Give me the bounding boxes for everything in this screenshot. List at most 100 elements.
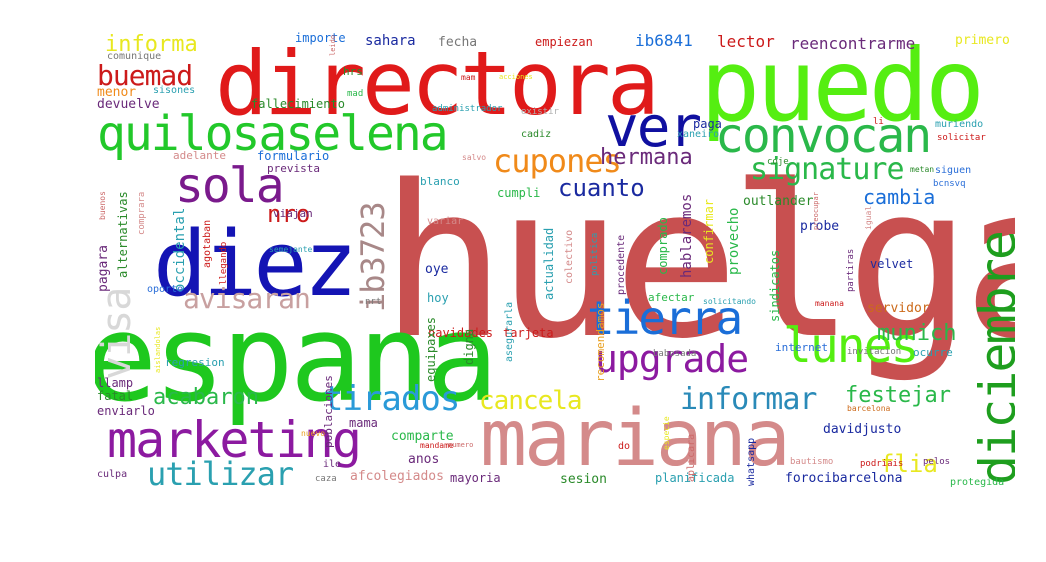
word-upgrade: upgrade xyxy=(595,337,749,381)
word-blanco: blanco xyxy=(420,175,460,188)
word-existir: existir xyxy=(521,107,559,117)
word-invitacion: invitacion xyxy=(847,347,902,357)
word-comprado: comprado xyxy=(656,217,670,275)
word-festejar: festejar xyxy=(845,383,951,408)
word-tirados: tirados xyxy=(323,379,460,419)
word-metan: metan xyxy=(910,165,935,174)
word-flia: flia xyxy=(880,450,938,478)
word-digna: digna xyxy=(462,328,476,365)
word-forocibarcelona: forocibarcelona xyxy=(785,471,903,486)
word-salvo: salvo xyxy=(462,153,487,162)
word-regresion: regresion xyxy=(165,356,225,369)
word-devuelve: devuelve xyxy=(97,97,160,112)
word-alternativas: alternativas xyxy=(116,191,130,278)
word-outlander: outlander xyxy=(743,194,814,209)
word-tarjeta: tarjeta xyxy=(503,326,554,340)
word-muriendo: muriendo xyxy=(935,119,984,130)
word-sisones: sisones xyxy=(153,85,196,96)
word-confirmar: confirmar xyxy=(702,198,716,264)
word-velvet: velvet xyxy=(870,257,914,271)
word-bcnsvq: bcnsvq xyxy=(933,179,966,189)
word-babosada: babosada xyxy=(653,349,697,359)
word-coje: coje xyxy=(767,157,789,167)
word-tierra: tierra xyxy=(587,291,743,345)
word-mandame: mandame xyxy=(420,441,454,450)
word-probe: probe xyxy=(800,219,840,234)
word-signature: signature xyxy=(750,152,905,187)
word-cancela: cancela xyxy=(479,386,583,416)
word-li: li xyxy=(873,117,884,127)
word-visa: visa xyxy=(95,287,140,380)
word-solicitando: solicitando xyxy=(703,297,756,306)
word-ib6841: ib6841 xyxy=(635,31,693,50)
word-politica: politica xyxy=(590,232,600,276)
word-hermana: hermana xyxy=(600,145,693,170)
word-especie: especie xyxy=(662,416,671,450)
word-bautismo: bautismo xyxy=(790,457,834,467)
word-ver: ver xyxy=(605,95,702,160)
word-igual: igual xyxy=(864,205,873,230)
word-pelos: pelos xyxy=(923,457,951,467)
word-mam: mam xyxy=(461,73,476,82)
word-xaneiro: xaneiro xyxy=(677,129,720,140)
word-semejante: semejante xyxy=(269,245,313,254)
word-cupones: cupones xyxy=(493,142,622,180)
word-lunes: lunes xyxy=(783,318,919,374)
word-comparte: comparte xyxy=(391,429,454,444)
word-primero: primero xyxy=(955,33,1010,48)
word-convocan: convocan xyxy=(715,108,932,164)
word-mad: mad xyxy=(347,89,364,99)
word-manana: manana xyxy=(815,299,844,308)
word-podriais: podriais xyxy=(860,459,904,469)
word-quilosaselena: quilosaselena xyxy=(97,106,449,162)
word-recomendamos: recomendamos xyxy=(594,302,607,382)
word-solicitar: solicitar xyxy=(937,133,986,143)
word-planificada: planificada xyxy=(655,471,735,485)
word-oye: oye xyxy=(425,262,449,277)
word-hoy: hoy xyxy=(427,291,449,305)
word-cadiz: cadiz xyxy=(521,129,552,140)
word-mama: mama xyxy=(349,416,378,430)
word-informa: informa xyxy=(105,32,198,57)
word-sahara: sahara xyxy=(365,33,416,49)
word-cloud: huelga espana directora puedo mariana di… xyxy=(95,30,1015,498)
word-llamp: llamp xyxy=(97,376,134,390)
word-equipaxes: equipaxes xyxy=(424,316,438,382)
word-mayoria: mayoria xyxy=(450,471,501,485)
word-afectar: afectar xyxy=(648,291,695,304)
word-afcolegiados: afcolegiados xyxy=(350,469,444,484)
word-numero: numero xyxy=(448,441,474,449)
word-fatal: fatal xyxy=(97,389,134,403)
word-nro: nro xyxy=(267,200,311,228)
word-colectivo: colectivo xyxy=(564,229,575,284)
word-diciembre: diciembre xyxy=(969,232,1015,485)
word-leido: leido xyxy=(329,34,337,56)
word-adelante: adelante xyxy=(173,149,226,162)
word-formulario: formulario xyxy=(257,149,330,163)
word-occidental: occidental xyxy=(172,207,188,292)
word-oporto: oporto xyxy=(147,284,184,295)
word-partiras: partiras xyxy=(846,248,856,292)
word-huelga: huelga xyxy=(380,140,1015,385)
word-provecho: provecho xyxy=(726,207,742,275)
word-avisaran: avisaran xyxy=(183,282,311,315)
word-cuanto: cuanto xyxy=(558,174,645,202)
word-prevista: prevista xyxy=(267,162,320,175)
word-utilizar: utilizar xyxy=(147,455,294,493)
word-nuevo: nuevo xyxy=(301,429,326,438)
word-pagara: pagara xyxy=(96,245,111,292)
word-buemad: buemad xyxy=(97,59,193,92)
word-llegando: llegando xyxy=(219,241,229,285)
word-aislandolas: aislandolas xyxy=(154,326,162,373)
word-aplicara: aplicara xyxy=(686,433,697,482)
word-preocupar: preocupar xyxy=(812,192,820,230)
word-reencontrarme: reencontrarme xyxy=(790,34,916,53)
word-lector: lector xyxy=(717,32,775,51)
word-mariana: mariana xyxy=(480,394,791,484)
word-diez: diez xyxy=(153,212,358,317)
word-informar: informar xyxy=(680,382,817,417)
word-fecha: fecha xyxy=(438,35,478,50)
word-procedente: procedente xyxy=(616,234,627,295)
word-servidor: servidor xyxy=(867,301,930,316)
word-acciones: acciones xyxy=(499,73,533,81)
